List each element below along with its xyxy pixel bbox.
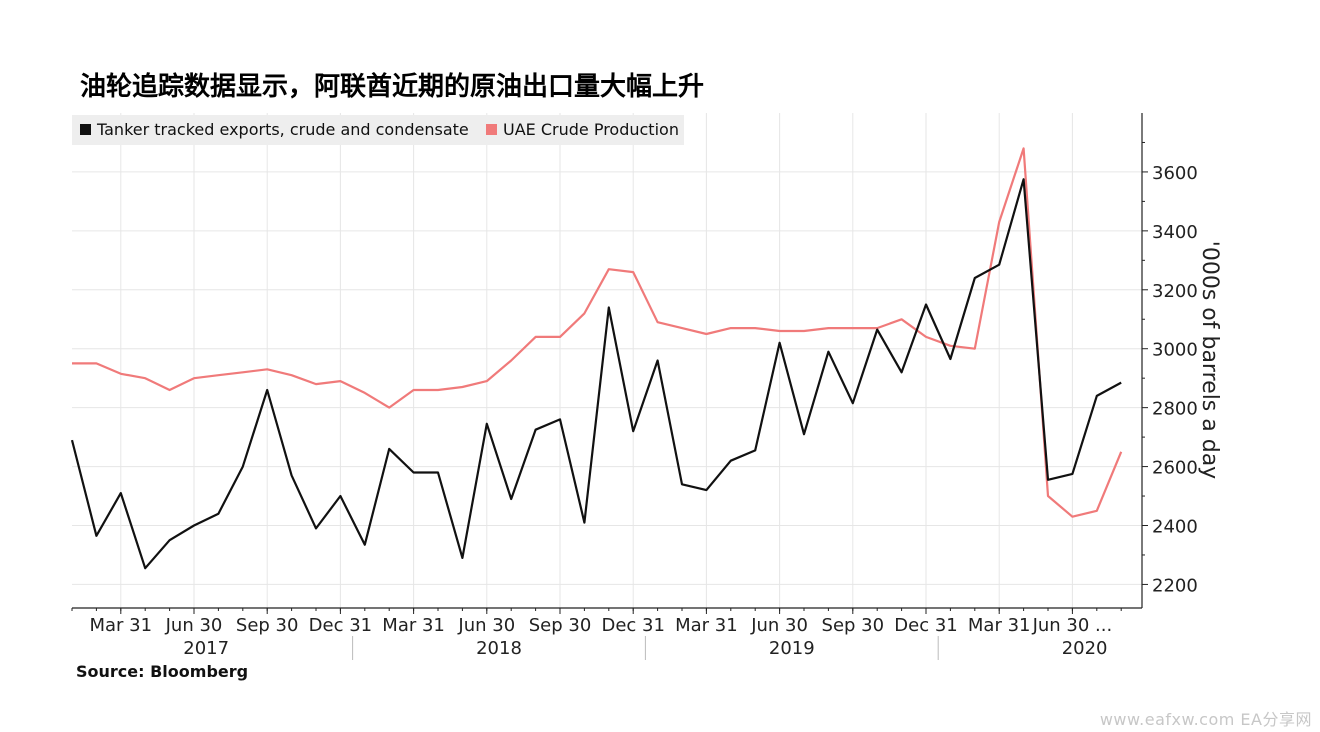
- y-tick-label: 3600: [1152, 163, 1198, 184]
- y-tick-label: 2800: [1152, 399, 1198, 420]
- x-tick-label: Mar 31: [90, 615, 153, 636]
- y-tick-label: 3400: [1152, 222, 1198, 243]
- y-axis-ticks: 2200 2400 2600 2800 3000 3200 3400 3600: [1142, 141, 1198, 596]
- legend: Tanker tracked exports, crude and conden…: [72, 115, 684, 145]
- x-tick-label: Mar 31: [382, 615, 445, 636]
- x-tick-label: Dec 31: [309, 615, 372, 636]
- grid-lines: [72, 113, 1142, 608]
- year-label: 2018: [476, 638, 522, 659]
- x-tick-label: Jun 30 ...: [1032, 615, 1113, 636]
- legend-background: [72, 115, 684, 145]
- legend-label-exports: Tanker tracked exports, crude and conden…: [96, 120, 469, 139]
- year-label: 2020: [1062, 638, 1108, 659]
- y-axis-label: '000s of barrels a day: [1197, 241, 1222, 479]
- series-lines: [70, 147, 1123, 570]
- legend-label-production: UAE Crude Production: [503, 120, 679, 139]
- y-tick-label: 2400: [1152, 517, 1198, 538]
- x-axis-ticks: Mar 31 Jun 30 Sep 30 Dec 31 Mar 31 Jun 30 Sep …: [71, 608, 1122, 636]
- y-tick-label: 3200: [1152, 281, 1198, 302]
- source-note: Source: Bloomberg: [76, 662, 249, 681]
- x-tick-label: Sep 30: [822, 615, 885, 636]
- y-tick-label: 2600: [1152, 458, 1198, 479]
- year-label: 2017: [183, 638, 229, 659]
- year-label: 2019: [769, 638, 815, 659]
- plot-background: [72, 113, 1142, 608]
- watermark: www.eafxw.com EA分享网: [1099, 710, 1312, 729]
- x-tick-label: Jun 30: [750, 615, 808, 636]
- series-line-production: [72, 147, 1123, 518]
- year-labels: 2017 2018 2019 2020: [183, 636, 1108, 660]
- y-tick-label: 3000: [1152, 340, 1198, 361]
- x-tick-label: Mar 31: [968, 615, 1031, 636]
- series-line-exports: [70, 178, 1122, 570]
- y-tick-label: 2200: [1152, 575, 1198, 596]
- x-tick-label: Dec 31: [894, 615, 957, 636]
- x-tick-label: Mar 31: [675, 615, 738, 636]
- legend-swatch-exports: [80, 124, 91, 135]
- x-tick-label: Jun 30: [165, 615, 223, 636]
- x-tick-label: Dec 31: [601, 615, 664, 636]
- x-tick-label: Sep 30: [236, 615, 299, 636]
- legend-swatch-production: [486, 124, 497, 135]
- x-tick-label: Sep 30: [529, 615, 592, 636]
- x-tick-label: Jun 30: [457, 615, 515, 636]
- chart-title: 油轮追踪数据显示，阿联酋近期的原油出口量大幅上升: [80, 72, 705, 102]
